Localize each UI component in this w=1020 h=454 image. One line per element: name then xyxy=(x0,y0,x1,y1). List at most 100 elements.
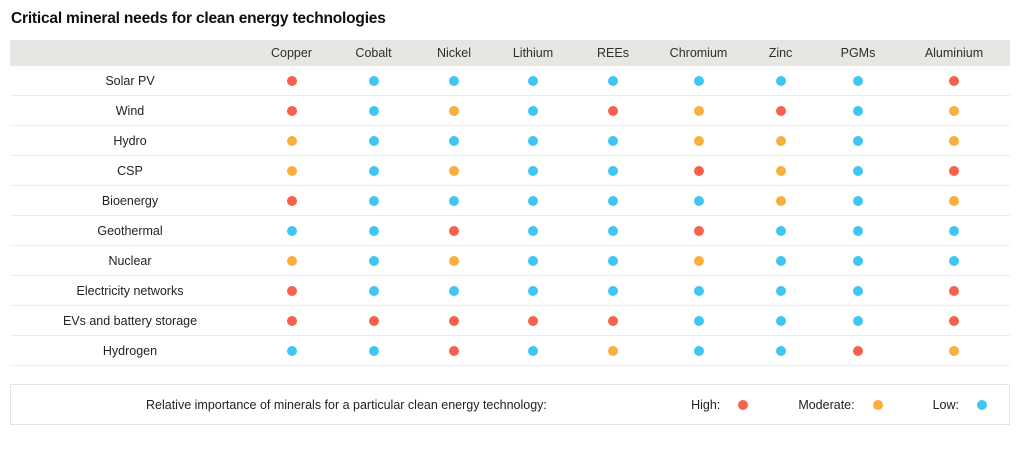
legend-item-label: Low: xyxy=(932,397,959,412)
importance-cell xyxy=(654,344,743,358)
importance-cell xyxy=(572,254,654,268)
table-row: Electricity networks xyxy=(10,276,1010,306)
high-importance-dot xyxy=(853,346,863,357)
low-importance-dot xyxy=(775,76,786,87)
low-importance-dot xyxy=(693,316,704,327)
column-header-aluminium: Aluminium xyxy=(924,46,984,60)
high-importance-dot xyxy=(949,166,959,177)
importance-cell xyxy=(818,194,898,208)
moderate-importance-dot xyxy=(449,166,459,177)
low-importance-dot xyxy=(528,136,538,147)
importance-cell xyxy=(654,254,743,268)
legend-item-label: High: xyxy=(691,397,721,412)
importance-cell xyxy=(572,284,654,298)
importance-cell xyxy=(818,344,898,358)
importance-cell xyxy=(818,164,898,178)
low-importance-dot xyxy=(608,76,618,87)
low-importance-dot xyxy=(775,346,786,357)
importance-cell xyxy=(250,104,333,118)
low-importance-dot xyxy=(286,226,297,237)
importance-cell xyxy=(494,194,572,208)
low-importance-dot xyxy=(286,346,297,357)
importance-cell xyxy=(818,104,898,118)
importance-cell xyxy=(414,194,494,208)
row-label: Nuclear xyxy=(108,253,152,268)
low-importance-dot xyxy=(853,316,863,327)
moderate-importance-dot xyxy=(693,106,704,117)
importance-cell xyxy=(572,104,654,118)
low-importance-dot xyxy=(608,256,618,267)
importance-cell xyxy=(654,134,743,148)
importance-cell xyxy=(818,74,898,88)
importance-cell xyxy=(654,194,743,208)
importance-cell xyxy=(898,134,1010,148)
low-importance-dot xyxy=(608,136,618,147)
importance-cell xyxy=(743,284,818,298)
high-importance-dot xyxy=(449,226,459,237)
low-importance-dot xyxy=(368,136,379,147)
high-importance-dot xyxy=(528,316,538,327)
table-row: Nuclear xyxy=(10,246,1010,276)
importance-cell xyxy=(572,344,654,358)
low-importance-dot xyxy=(528,166,538,177)
column-header-lithium: Lithium xyxy=(512,46,554,60)
importance-cell xyxy=(414,284,494,298)
importance-cell xyxy=(250,284,333,298)
importance-cell xyxy=(414,224,494,238)
low-importance-dot xyxy=(775,286,786,297)
low-importance-dot xyxy=(775,256,786,267)
importance-cell xyxy=(333,224,414,238)
table-row: Wind xyxy=(10,96,1010,126)
low-importance-dot xyxy=(853,166,863,177)
moderate-importance-dot xyxy=(286,256,297,267)
low-importance-dot xyxy=(775,226,786,237)
moderate-importance-dot xyxy=(693,256,704,267)
high-importance-dot xyxy=(738,399,749,410)
high-importance-dot xyxy=(286,76,297,87)
low-importance-dot xyxy=(528,106,538,117)
high-importance-dot xyxy=(286,106,297,117)
low-importance-dot xyxy=(853,256,863,267)
page: Critical mineral needs for clean energy … xyxy=(0,10,1020,425)
importance-cell xyxy=(743,344,818,358)
column-header-rees: REEs xyxy=(597,46,629,60)
importance-cell xyxy=(743,194,818,208)
low-importance-dot xyxy=(528,346,538,357)
high-importance-dot xyxy=(693,166,704,177)
high-importance-dot xyxy=(286,196,297,207)
importance-cell xyxy=(250,314,333,328)
high-importance-dot xyxy=(949,286,959,297)
column-header-copper: Copper xyxy=(271,46,312,60)
importance-cell xyxy=(898,194,1010,208)
row-label: Wind xyxy=(115,103,145,118)
importance-cell xyxy=(898,74,1010,88)
low-importance-dot xyxy=(853,76,863,87)
row-label: Hydrogen xyxy=(102,343,158,358)
importance-cell xyxy=(494,134,572,148)
low-importance-dot xyxy=(608,166,618,177)
legend-box: Relative importance of minerals for a pa… xyxy=(10,384,1010,425)
low-importance-dot xyxy=(693,76,704,87)
importance-cell xyxy=(494,254,572,268)
legend-description: Relative importance of minerals for a pa… xyxy=(146,397,547,412)
importance-cell xyxy=(494,314,572,328)
importance-cell xyxy=(494,284,572,298)
importance-cell xyxy=(898,104,1010,118)
importance-cell xyxy=(572,134,654,148)
importance-cell xyxy=(818,134,898,148)
importance-cell xyxy=(333,284,414,298)
high-importance-dot xyxy=(449,346,459,357)
low-importance-dot xyxy=(949,256,959,267)
moderate-importance-dot xyxy=(449,106,459,117)
importance-cell xyxy=(572,194,654,208)
row-label: Geothermal xyxy=(97,223,163,238)
low-importance-dot xyxy=(775,316,786,327)
moderate-importance-dot xyxy=(949,196,959,207)
legend-item-moderate: Moderate: xyxy=(798,398,883,412)
low-importance-dot xyxy=(853,106,863,117)
table-row: Solar PV xyxy=(10,66,1010,96)
importance-cell xyxy=(333,134,414,148)
importance-cell xyxy=(654,164,743,178)
low-importance-dot xyxy=(853,286,863,297)
legend-item-high: High: xyxy=(691,397,749,412)
